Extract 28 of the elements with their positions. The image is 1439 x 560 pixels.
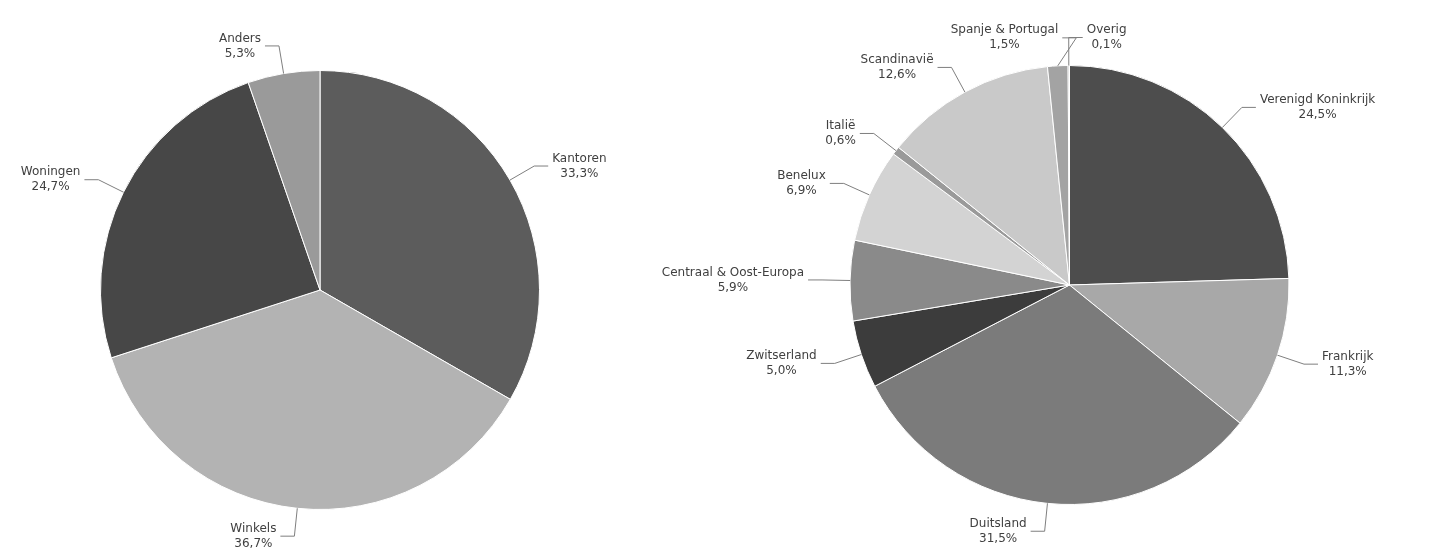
data-label: 11,3% — [1328, 363, 1367, 378]
slice-label: Kantoren — [552, 150, 607, 165]
slice-label: Spanje & Portugal — [950, 22, 1059, 37]
data-label: 24,5% — [1298, 107, 1337, 122]
slice-label: Winkels — [230, 520, 277, 535]
data-label: 12,6% — [878, 67, 917, 82]
data-label: 33,3% — [560, 165, 599, 180]
data-label: 5,3% — [224, 45, 256, 60]
slice-label: Scandinavië — [860, 52, 934, 67]
slice-label: Benelux — [777, 168, 826, 183]
data-label: 36,7% — [234, 535, 273, 550]
slice-label: Anders — [218, 30, 261, 45]
slice-label: Verenigd Koninkrijk — [1259, 92, 1376, 107]
data-label: 5,9% — [717, 279, 749, 294]
data-label: 24,7% — [31, 179, 70, 194]
data-label: 31,5% — [979, 530, 1018, 545]
slice-label: Zwitserland — [746, 348, 817, 363]
slice-label: Overig — [1086, 22, 1127, 37]
data-label: 0,1% — [1091, 37, 1122, 52]
slice-label: Woningen — [20, 164, 81, 179]
slice-label: Italië — [825, 118, 856, 133]
data-label: 6,9% — [786, 183, 817, 198]
slice-label: Frankrijk — [1322, 348, 1374, 363]
data-label: 1,5% — [989, 37, 1020, 52]
data-label: 5,0% — [766, 363, 797, 378]
slice-label: Duitsland — [969, 515, 1027, 530]
data-label: 0,6% — [825, 133, 856, 148]
slice-label: Centraal & Oost-Europa — [661, 264, 805, 279]
